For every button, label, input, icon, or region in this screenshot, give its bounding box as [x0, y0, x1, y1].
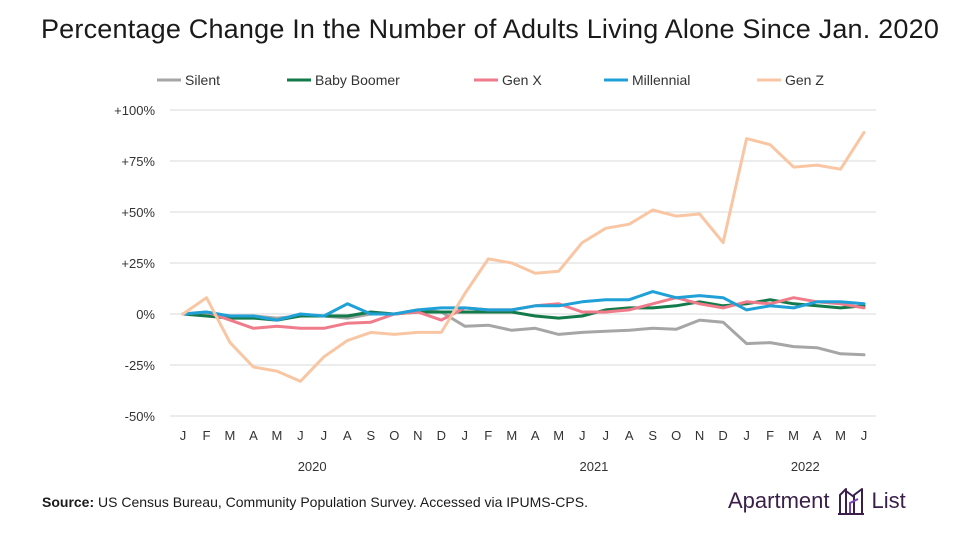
x-year-label: 2022 — [791, 459, 820, 474]
x-tick-label: M — [506, 428, 517, 443]
logo-word-apartment: Apartment — [728, 488, 830, 513]
x-tick-label: A — [531, 428, 540, 443]
x-year-label: 2021 — [579, 459, 608, 474]
x-tick-label: A — [813, 428, 822, 443]
chart-title: Percentage Change In the Number of Adult… — [40, 14, 940, 44]
y-tick-label: +100% — [114, 103, 155, 118]
x-tick-label: F — [484, 428, 492, 443]
series-lines — [181, 130, 866, 383]
legend-label: Baby Boomer — [315, 72, 400, 88]
x-tick-label: O — [671, 428, 681, 443]
legend-label: Silent — [185, 72, 220, 88]
y-tick-label: +25% — [121, 256, 155, 271]
x-tick-label: A — [343, 428, 352, 443]
legend-label: Gen X — [502, 72, 542, 88]
y-tick-label: -50% — [125, 409, 156, 424]
apartment-list-logo: Apartment List — [728, 484, 906, 518]
x-tick-label: D — [437, 428, 446, 443]
x-tick-label: M — [788, 428, 799, 443]
legend-label: Millennial — [632, 72, 690, 88]
x-tick-label: F — [203, 428, 211, 443]
x-tick-label: M — [835, 428, 846, 443]
y-tick-label: 0% — [136, 307, 155, 322]
x-tick-label: S — [367, 428, 376, 443]
x-tick-label: M — [553, 428, 564, 443]
x-tick-label: M — [225, 428, 236, 443]
x-tick-label: N — [413, 428, 422, 443]
x-tick-label: J — [602, 428, 609, 443]
x-tick-label: J — [579, 428, 586, 443]
x-tick-label: D — [718, 428, 727, 443]
y-tick-label: -25% — [125, 358, 156, 373]
source-text: US Census Bureau, Community Population S… — [98, 494, 588, 510]
x-tick-label: A — [249, 428, 258, 443]
x-tick-label: A — [625, 428, 634, 443]
source-note: Source: US Census Bureau, Community Popu… — [42, 494, 588, 510]
x-tick-label: J — [462, 428, 469, 443]
x-tick-label: J — [861, 428, 868, 443]
building-icon — [837, 488, 864, 515]
x-tick-label: J — [743, 428, 750, 443]
legend: Silent Baby Boomer Gen X Millennial Gen Z — [157, 72, 824, 88]
x-tick-label: M — [272, 428, 283, 443]
series-line-gen-z — [181, 130, 866, 383]
x-tick-label: S — [648, 428, 657, 443]
x-tick-label: J — [180, 428, 187, 443]
y-tick-label: +50% — [121, 205, 155, 220]
y-tick-label: +75% — [121, 154, 155, 169]
source-label: Source: — [42, 494, 95, 510]
x-year-label: 2020 — [298, 459, 327, 474]
logo-word-list: List — [871, 488, 906, 513]
legend-label: Gen Z — [785, 72, 824, 88]
y-axis: -50% -25% 0% +25% +50% +75% +100% — [114, 103, 155, 424]
x-tick-label: O — [389, 428, 399, 443]
x-tick-label: J — [321, 428, 328, 443]
x-tick-label: N — [695, 428, 704, 443]
series-line-millennial — [181, 290, 866, 322]
x-tick-label: F — [766, 428, 774, 443]
x-tick-label: J — [297, 428, 304, 443]
